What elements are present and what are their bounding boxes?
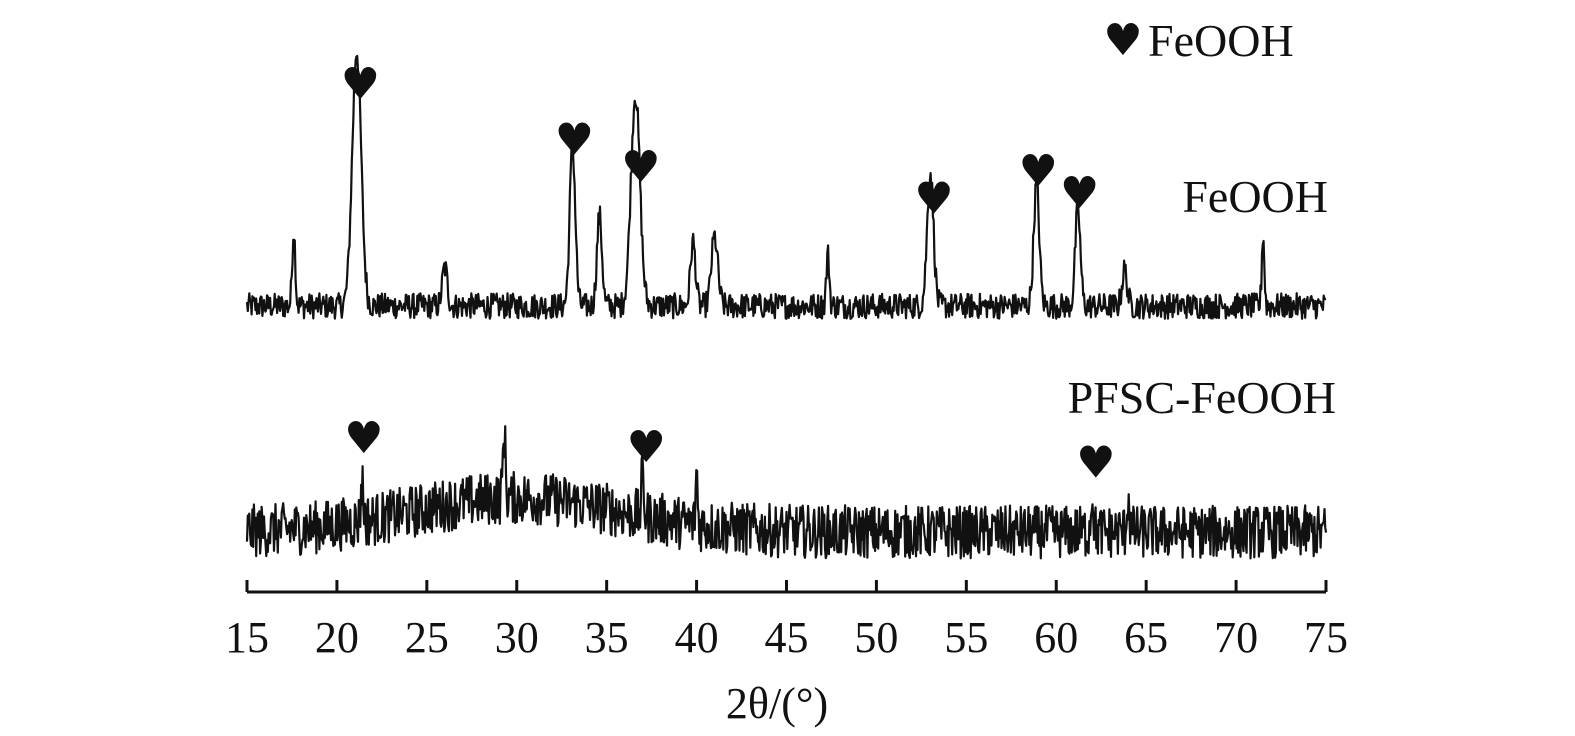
x-tick-label: 50 (854, 613, 898, 662)
x-tick-label: 25 (405, 613, 449, 662)
peak-markers: ♥♥♥♥♥ ♥♥ ♥ ♥ (341, 59, 1116, 488)
x-tick-label: 20 (315, 613, 359, 662)
series-line-feooh (245, 54, 1327, 320)
legend-label: FeOOH (1148, 15, 1294, 66)
peak-heart-icon: ♥ (1076, 438, 1115, 489)
x-tick-label: 15 (225, 613, 269, 662)
series-label-feooh: FeOOH (1182, 171, 1328, 222)
x-tick-label: 60 (1034, 613, 1078, 662)
peak-heart-icon: ♥ (621, 142, 660, 193)
peak-heart-icon: ♥ (555, 115, 594, 166)
series-label-pfsc-feooh: PFSC-FeOOH (1068, 372, 1336, 423)
legend: ♥ FeOOH (1103, 15, 1293, 66)
legend-heart-icon: ♥ (1103, 15, 1142, 66)
x-tick-label: 45 (765, 613, 809, 662)
peak-heart-icon: ♥ (1060, 168, 1099, 219)
x-tick-label: 75 (1304, 613, 1348, 662)
series-line-pfsc-feooh (245, 425, 1328, 560)
x-tick-label: 30 (495, 613, 539, 662)
peak-heart-icon: ♥ (341, 59, 380, 110)
peak-heart-icon: ♥ (344, 413, 383, 464)
peak-heart-icon: ♥ (914, 174, 953, 225)
x-tick-label: 65 (1124, 613, 1168, 662)
x-tick-label: 70 (1214, 613, 1258, 662)
x-tick-label: 40 (675, 613, 719, 662)
peak-heart-icon: ♥ (627, 422, 666, 473)
x-tick-label: 55 (944, 613, 988, 662)
x-tick-label: 35 (585, 613, 629, 662)
x-axis-title: 2θ/(°) (726, 679, 828, 728)
x-axis-ticks: 15 20 25 30 35 40 45 50 55 60 65 70 75 (225, 580, 1348, 662)
peak-heart-icon: ♥ (1019, 146, 1058, 197)
